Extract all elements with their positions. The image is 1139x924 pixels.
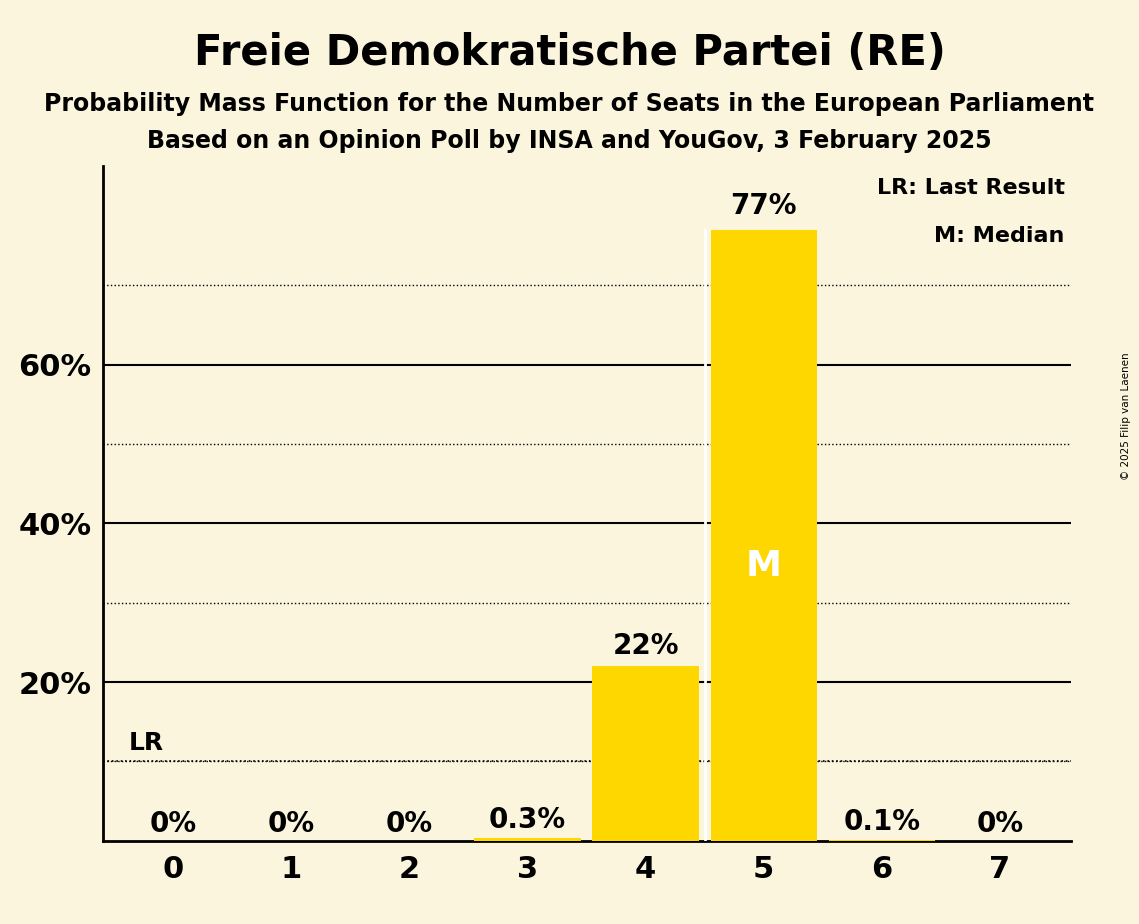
Text: 0%: 0%	[150, 809, 197, 838]
Text: LR: Last Result: LR: Last Result	[877, 178, 1065, 199]
Text: 77%: 77%	[730, 192, 797, 220]
Text: M: Median: M: Median	[934, 225, 1065, 246]
Bar	[475, 838, 581, 841]
Text: © 2025 Filip van Laenen: © 2025 Filip van Laenen	[1121, 352, 1131, 480]
Bar	[711, 230, 817, 841]
Text: 22%: 22%	[613, 632, 679, 660]
Bar	[592, 666, 698, 841]
Text: 0%: 0%	[386, 809, 433, 838]
Text: M: M	[746, 549, 781, 583]
Text: 0%: 0%	[976, 809, 1023, 838]
Text: 0.1%: 0.1%	[843, 808, 920, 836]
Text: Based on an Opinion Poll by INSA and YouGov, 3 February 2025: Based on an Opinion Poll by INSA and You…	[147, 129, 992, 153]
Text: Freie Demokratische Partei (RE): Freie Demokratische Partei (RE)	[194, 32, 945, 74]
Text: 0%: 0%	[268, 809, 316, 838]
Text: Probability Mass Function for the Number of Seats in the European Parliament: Probability Mass Function for the Number…	[44, 92, 1095, 116]
Text: 0.3%: 0.3%	[489, 807, 566, 834]
Text: LR: LR	[129, 731, 164, 755]
